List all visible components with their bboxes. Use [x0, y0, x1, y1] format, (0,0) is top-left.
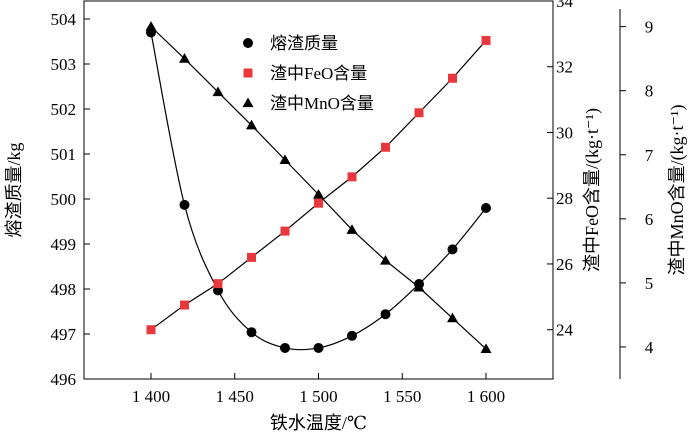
y-left-tick-label: 504 [51, 10, 77, 29]
y-left-tick-label: 502 [51, 100, 77, 119]
data-point [381, 142, 390, 152]
data-point [346, 224, 358, 234]
x-tick-label: 1 600 [467, 387, 505, 406]
y-right2-tick-label: 9 [645, 18, 654, 37]
legend-marker [243, 68, 253, 78]
data-point [448, 73, 457, 83]
data-point [180, 300, 189, 310]
data-point [179, 199, 190, 210]
data-point [145, 21, 157, 31]
y-left-tick-label: 503 [51, 55, 77, 74]
y-left-tick-label: 499 [51, 235, 77, 254]
data-point [313, 342, 324, 353]
y-right1-tick-label: 30 [556, 123, 573, 142]
y-right2-tick-label: 8 [645, 82, 654, 101]
data-point [447, 312, 458, 323]
data-point [413, 281, 425, 292]
data-point [380, 254, 391, 265]
series-square [146, 35, 491, 335]
y-right2-tick-label: 6 [645, 210, 654, 229]
y-right1-tick-label: 32 [556, 58, 573, 77]
legend-label: 渣中MnO含量 [270, 94, 374, 113]
y-right2-tick-label: 4 [645, 338, 654, 357]
data-point [279, 154, 291, 165]
y-right1-tick-label: 28 [556, 189, 573, 208]
data-point [280, 226, 290, 236]
x-tick-label: 1 400 [132, 387, 170, 406]
y-right2-axis-label: 渣中MnO含量/(kg·t⁻¹) [667, 105, 688, 276]
series-line [150, 32, 487, 351]
series-triangle [145, 21, 492, 354]
x-tick-label: 1 500 [299, 387, 337, 406]
legend-label: 渣中FeO含量 [270, 64, 367, 83]
data-point [380, 309, 391, 320]
y-left-tick-label: 496 [51, 370, 77, 389]
data-point [313, 188, 324, 199]
data-point [481, 203, 491, 213]
series-line [150, 40, 487, 331]
y-right1-axis-label: 渣中FeO含量/(kg·t⁻¹) [582, 108, 603, 272]
y-left-tick-label: 497 [51, 325, 77, 344]
data-point [246, 119, 257, 130]
series-circle [146, 27, 491, 353]
x-axis-label: 铁水温度/℃ [270, 413, 367, 433]
y-left-tick-label: 501 [51, 145, 77, 164]
y-left-tick-label: 500 [51, 190, 77, 209]
y-left-axis-label: 熔渣质量/kg [4, 142, 24, 237]
y-right2-tick-label: 5 [645, 274, 654, 293]
data-point [314, 198, 323, 208]
legend-marker [242, 97, 254, 108]
data-point [280, 342, 290, 353]
data-point [414, 108, 424, 118]
y-left-tick-label: 498 [51, 280, 77, 299]
data-point [447, 244, 458, 255]
data-point [146, 325, 156, 335]
x-tick-label: 1 550 [383, 387, 421, 406]
data-point [480, 343, 492, 354]
data-point [212, 86, 224, 97]
data-point [347, 172, 357, 182]
y-right1-tick-label: 24 [556, 321, 574, 340]
legend-label: 熔渣质量 [270, 34, 338, 53]
data-point [179, 53, 190, 63]
data-point [347, 330, 357, 341]
y-right2-tick-label: 7 [645, 146, 654, 165]
legend-marker [243, 38, 253, 48]
data-point [246, 327, 257, 338]
data-point [481, 35, 491, 45]
data-point [213, 279, 223, 289]
y-right1-tick-label: 34 [556, 0, 574, 11]
y-right1-tick-label: 26 [556, 255, 573, 274]
data-point [247, 252, 256, 262]
x-tick-label: 1 450 [216, 387, 254, 406]
